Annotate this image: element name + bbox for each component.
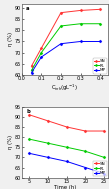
Legend: SN, PL, MP: SN, PL, MP	[93, 161, 107, 176]
SN	[66, 126, 67, 128]
Line: SN: SN	[31, 8, 101, 67]
SN	[41, 47, 42, 49]
SN	[104, 130, 105, 132]
X-axis label: Time (h): Time (h)	[54, 185, 76, 189]
Line: SN: SN	[28, 114, 105, 132]
SN	[31, 65, 32, 67]
SN	[99, 8, 101, 10]
MP	[66, 160, 67, 163]
Text: b: b	[26, 109, 30, 114]
SN	[29, 114, 30, 116]
MP	[104, 173, 105, 175]
SN	[80, 9, 81, 12]
PL	[47, 142, 49, 144]
Legend: SN, PL, MP: SN, PL, MP	[93, 58, 107, 74]
MP	[85, 166, 86, 169]
Y-axis label: η (%): η (%)	[8, 32, 13, 46]
MP	[99, 40, 101, 43]
Line: MP: MP	[28, 152, 105, 175]
PL	[104, 156, 105, 159]
Line: PL: PL	[31, 23, 101, 71]
MP	[31, 71, 32, 74]
SN	[47, 120, 49, 122]
SN	[85, 130, 86, 132]
PL	[66, 146, 67, 148]
Line: MP: MP	[31, 40, 101, 74]
MP	[29, 152, 30, 154]
PL	[29, 138, 30, 140]
MP	[80, 40, 81, 43]
MP	[41, 56, 42, 58]
MP	[60, 43, 62, 45]
PL	[31, 69, 32, 71]
Text: a: a	[26, 6, 30, 11]
SN	[60, 12, 62, 14]
MP	[47, 156, 49, 159]
PL	[99, 23, 101, 25]
PL	[41, 51, 42, 54]
Line: PL: PL	[28, 138, 105, 158]
Y-axis label: η (%): η (%)	[8, 135, 13, 149]
PL	[85, 150, 86, 153]
X-axis label: C$_{inh}$(gL$^{-1}$): C$_{inh}$(gL$^{-1}$)	[51, 82, 78, 93]
PL	[80, 23, 81, 25]
PL	[60, 25, 62, 27]
